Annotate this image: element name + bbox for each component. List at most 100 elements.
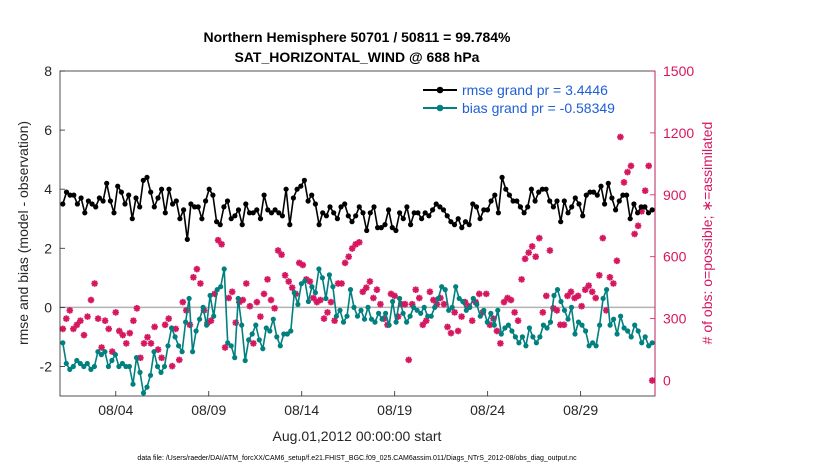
assimilated-count-point bbox=[271, 304, 278, 312]
bias-point bbox=[646, 343, 652, 349]
rmse-point bbox=[221, 204, 227, 210]
assimilated-count-point bbox=[123, 340, 130, 347]
bias-point bbox=[386, 322, 392, 328]
bias-point bbox=[484, 319, 490, 325]
bias-point bbox=[239, 322, 245, 328]
y2-tick-label: 1200 bbox=[663, 125, 694, 141]
rmse-point bbox=[184, 236, 190, 242]
bias-point bbox=[165, 343, 171, 349]
rmse-point bbox=[459, 225, 465, 231]
bias-point bbox=[176, 343, 182, 349]
assimilated-count-point bbox=[239, 296, 247, 304]
bias-point bbox=[593, 343, 599, 349]
rmse-point bbox=[162, 210, 168, 216]
rmse-point bbox=[232, 213, 238, 219]
rmse-point bbox=[543, 186, 549, 192]
bias-point bbox=[323, 295, 329, 302]
y2-axis-label: # of obs: o=possible; ∗=assimilated bbox=[699, 122, 715, 345]
bias-point bbox=[302, 278, 308, 284]
rmse-point bbox=[312, 201, 318, 207]
bias-point bbox=[614, 331, 620, 337]
assimilated-count-point bbox=[320, 315, 328, 322]
bias-point bbox=[312, 290, 318, 296]
rmse-point bbox=[422, 210, 428, 216]
bias-point bbox=[274, 334, 280, 340]
rmse-point bbox=[638, 204, 644, 210]
bias-point bbox=[537, 334, 543, 340]
bias-point bbox=[551, 292, 557, 299]
rmse-point bbox=[382, 222, 388, 228]
rmse-point bbox=[558, 219, 564, 225]
bias-point bbox=[456, 295, 462, 302]
rmse-point bbox=[78, 195, 84, 201]
rmse-point bbox=[224, 198, 231, 204]
legend-marker-bias bbox=[436, 104, 444, 112]
assimilated-count-point bbox=[207, 317, 215, 325]
assimilated-count-point bbox=[514, 317, 522, 325]
bias-point bbox=[193, 328, 199, 334]
bias-point bbox=[211, 313, 217, 319]
rmse-point bbox=[151, 204, 157, 210]
bias-point bbox=[200, 304, 206, 310]
rmse-point bbox=[320, 210, 326, 216]
assimilated-count-point bbox=[422, 317, 430, 325]
assimilated-count-point bbox=[574, 292, 582, 300]
bias-point bbox=[116, 363, 122, 370]
assimilated-count-point bbox=[285, 278, 293, 285]
assimilated-count-point bbox=[542, 292, 550, 300]
bias-point bbox=[488, 310, 494, 316]
rmse-point bbox=[404, 204, 410, 210]
assimilated-count-point bbox=[447, 329, 455, 337]
bias-point bbox=[319, 275, 325, 281]
rmse-point bbox=[210, 192, 216, 198]
rmse-point bbox=[411, 210, 417, 216]
x-tick-label: 08/24 bbox=[470, 402, 505, 418]
assimilated-count-point bbox=[63, 315, 70, 322]
assimilated-count-point bbox=[468, 317, 476, 325]
assimilated-count-point bbox=[158, 354, 165, 362]
bias-point bbox=[404, 319, 410, 325]
rmse-point bbox=[616, 198, 622, 204]
bias-point bbox=[540, 322, 547, 328]
rmse-point bbox=[517, 204, 524, 210]
assimilated-count-point bbox=[412, 286, 420, 294]
assimilated-count-point bbox=[91, 280, 98, 287]
assimilated-count-point bbox=[77, 317, 84, 325]
bias-point bbox=[284, 331, 290, 337]
assimilated-count-point bbox=[243, 280, 250, 287]
rmse-point bbox=[642, 204, 648, 210]
legend: rmse grand pr = 3.4446 bias grand pr = -… bbox=[418, 78, 648, 120]
rmse-point bbox=[550, 204, 557, 210]
rmse-point bbox=[539, 186, 546, 192]
assimilated-count-point bbox=[264, 276, 271, 283]
rmse-point bbox=[598, 183, 604, 189]
rmse-point bbox=[257, 216, 264, 222]
rmse-point bbox=[375, 225, 381, 231]
assimilated-count-point bbox=[391, 292, 398, 300]
bias-point bbox=[298, 281, 304, 287]
rmse-point bbox=[444, 213, 450, 219]
rmse-point bbox=[228, 216, 234, 222]
assimilated-count-point bbox=[588, 288, 596, 296]
rmse-point bbox=[492, 192, 498, 198]
y-tick-label: 4 bbox=[44, 181, 52, 197]
assimilated-count-point bbox=[232, 319, 239, 327]
rmse-point bbox=[129, 216, 135, 222]
bias-point bbox=[358, 307, 364, 313]
assimilated-count-point bbox=[592, 294, 600, 302]
rmse-point bbox=[521, 210, 527, 216]
assimilated-count-point bbox=[345, 253, 353, 261]
rmse-point bbox=[254, 207, 260, 213]
rmse-point bbox=[96, 195, 102, 201]
x-tick-label: 08/04 bbox=[98, 402, 133, 418]
legend-label-bias: bias grand pr = -0.58349 bbox=[462, 100, 615, 116]
bias-point bbox=[565, 316, 571, 322]
rmse-point bbox=[268, 210, 275, 216]
rmse-point bbox=[635, 210, 641, 216]
rmse-point bbox=[356, 204, 362, 210]
rmse-point bbox=[430, 207, 436, 213]
bias-point bbox=[604, 287, 610, 293]
bias-point bbox=[491, 322, 497, 328]
assimilated-count-point bbox=[511, 309, 518, 316]
